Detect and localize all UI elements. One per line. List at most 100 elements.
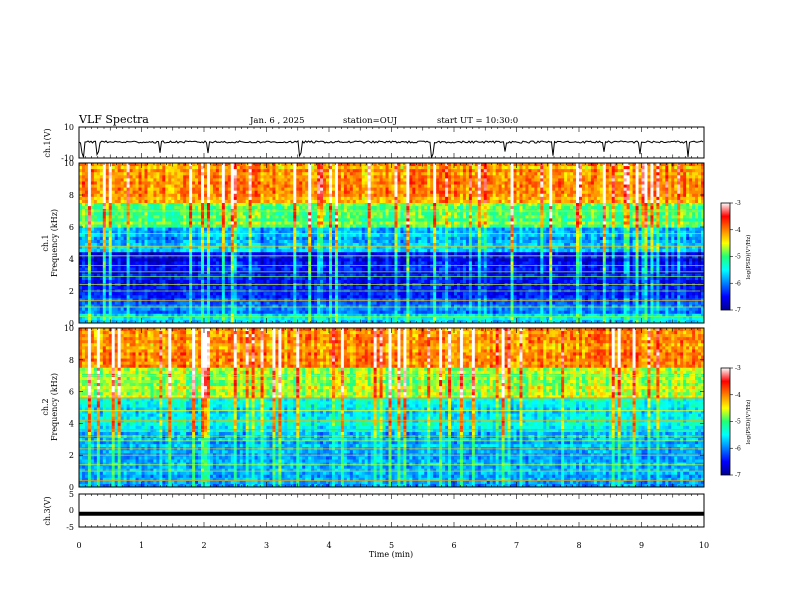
spectrogram-cell [261,191,264,194]
spectrogram-cell [531,197,534,200]
spectrogram-cell [320,169,323,172]
spectrogram-cell [478,206,481,209]
spectrogram-cell [573,218,576,221]
spectrogram-cell [475,228,478,231]
spectrogram-cell [338,200,341,203]
spectrogram-cell [210,228,213,231]
spectrogram-cell [133,166,136,169]
spectrogram-cell [612,163,615,166]
spectrogram-cell [261,185,264,188]
spectrogram-cell [642,175,645,178]
spectrogram-cell [281,175,284,178]
spectrogram-cell [436,197,439,200]
spectrogram-cell [189,172,192,175]
spectrogram-cell [106,191,109,194]
spectrogram-cell [418,228,421,231]
spectrogram-cell [558,221,561,224]
spectrogram-cell [466,203,469,206]
spectrogram-cell [579,163,582,166]
spectrogram-cell [457,188,460,191]
spectrogram-cell [448,206,451,209]
spectrogram-cell [424,218,427,221]
spectrogram-cell [653,225,656,228]
spectrogram-cell [216,166,219,169]
spectrogram-cell [344,169,347,172]
spectrogram-cell [549,194,552,197]
spectrogram-cell [124,221,127,224]
spectrogram-cell [284,178,287,181]
spectrogram-cell [546,225,549,228]
spectrogram-cell [397,221,400,224]
spectrogram-cell [127,185,130,188]
spectrogram-cell [460,169,463,172]
spectrogram-cell [418,212,421,215]
spectrogram-cell [475,178,478,181]
spectrogram-cell [662,181,665,184]
spectrogram-cell [267,188,270,191]
spectrogram-cell [588,203,591,206]
spectrogram-cell [383,206,386,209]
spectrogram-cell [493,197,496,200]
spectrogram-cell [177,218,180,221]
spectrogram-cell [314,194,317,197]
spectrogram-cell [228,203,231,206]
spectrogram-cell [600,181,603,184]
spectrogram-cell [662,225,665,228]
spectrogram-cell [127,203,130,206]
spectrogram-cell [353,188,356,191]
spectrogram-cell [430,218,433,221]
spectrogram-cell [573,212,576,215]
spectrogram-cell [174,166,177,169]
spectrogram-cell [490,169,493,172]
spectrogram-cell [159,221,162,224]
spectrogram-cell [692,191,695,194]
spectrogram-cell [505,212,508,215]
spectrogram-cell [671,175,674,178]
spectrogram-cell [558,191,561,194]
spectrogram-cell [278,185,281,188]
spectrogram-cell [386,191,389,194]
spectrogram-cell [210,212,213,215]
spectrogram-cell [668,191,671,194]
spectrogram-cell [341,178,344,181]
spectrogram-cell [552,218,555,221]
spectrogram-cell [496,194,499,197]
spectrogram-cell [162,181,165,184]
spectrogram-cell [650,191,653,194]
spectrogram-cell [597,200,600,203]
spectrogram-cell [344,225,347,228]
spectrogram-cell [582,218,585,221]
spectrogram-cell [585,203,588,206]
spectrogram-cell [511,191,514,194]
spectrogram-cell [677,166,680,169]
spectrogram-cell [269,169,272,172]
spectrogram-cell [502,225,505,228]
spectrogram-cell [323,221,326,224]
spectrogram-cell [243,203,246,206]
spectrogram-cell [475,181,478,184]
spectrogram-cell [386,181,389,184]
spectrogram-cell [344,163,347,166]
spectrogram-cell [460,188,463,191]
spectrogram-cell [636,225,639,228]
spectrogram-cell [642,228,645,231]
spectrogram-cell [362,181,365,184]
spectrogram-cell [159,178,162,181]
spectrogram-cell [207,181,210,184]
spectrogram-cell [487,215,490,218]
spectrogram-cell [85,215,88,218]
spectrogram-cell [650,212,653,215]
spectrogram-cell [103,225,106,228]
spectrogram-cell [466,175,469,178]
spectrogram-cell [133,218,136,221]
spectrogram-cell [430,215,433,218]
spectrogram-cell [225,188,228,191]
spectrogram-cell [234,218,237,221]
spectrogram-cell [365,191,368,194]
spectrogram-cell [189,194,192,197]
spectrogram-cell [514,175,517,178]
spectrogram-cell [633,200,636,203]
spectrogram-cell [368,172,371,175]
spectrogram-cell [487,181,490,184]
spectrogram-cell [222,178,225,181]
